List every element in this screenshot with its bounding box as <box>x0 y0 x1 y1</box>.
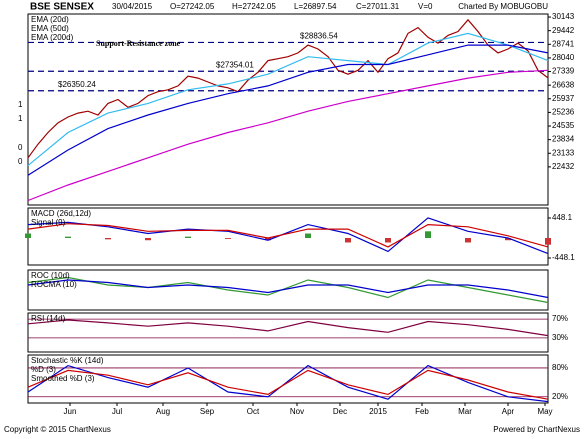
x-tick-label: May <box>537 407 552 416</box>
y-tick-label: 22432 <box>552 162 575 171</box>
panel-frame <box>27 269 549 311</box>
histogram-bar <box>25 233 31 238</box>
header-item: C=27011.31 <box>356 2 400 11</box>
panel-frame <box>27 13 549 206</box>
legend-entry: EMA (50d) <box>31 24 69 33</box>
y-tick-label: 23834 <box>552 135 575 144</box>
legend-entry: ROC (10d) <box>31 271 70 280</box>
series-line <box>27 18 549 159</box>
x-tick-label: Aug <box>156 407 170 416</box>
series-line <box>27 32 549 167</box>
chart-title: BSE SENSEX <box>30 2 94 13</box>
header-item: V=0 <box>418 2 433 11</box>
histogram-bar <box>105 237 111 240</box>
histogram-bar <box>305 233 311 238</box>
y-tick-label: 70% <box>552 314 568 323</box>
y-tick-label: 25236 <box>552 108 575 117</box>
y-tick-label: 26638 <box>552 80 575 89</box>
header-item: 30/04/2015 <box>112 2 153 11</box>
series-line <box>27 69 549 202</box>
level-label: $27354.01 <box>216 60 254 69</box>
left-label: 0 <box>18 157 23 166</box>
powered-by: Powered by ChartNexus <box>493 425 580 434</box>
y-tick-label: 24535 <box>552 121 575 130</box>
histogram-bar <box>65 236 71 238</box>
histogram-bar <box>545 237 551 245</box>
level-label: $26350.24 <box>58 80 96 89</box>
x-tick-label: Jul <box>112 407 122 416</box>
legend-entry: MACD (26d,12d) <box>31 209 91 218</box>
histogram-bar <box>425 231 431 238</box>
x-tick-label: Mar <box>458 407 472 416</box>
x-tick-label: 2015 <box>369 407 387 416</box>
y-tick-label: 448.1 <box>552 213 573 222</box>
histogram-bar <box>385 237 391 243</box>
x-tick-label: Apr <box>502 407 515 416</box>
series-line <box>27 44 549 176</box>
histogram-bar <box>225 237 231 239</box>
y-tick-label: 30143 <box>552 12 575 21</box>
x-tick-label: Feb <box>415 407 429 416</box>
histogram-bar <box>465 237 471 243</box>
legend-title: Stochastic %K (14d) <box>31 356 104 365</box>
x-tick-label: Sep <box>200 407 215 416</box>
legend-entry: Smoothed %D (3) <box>31 374 95 383</box>
histogram-bar <box>345 237 351 243</box>
y-tick-label: 80% <box>552 363 568 372</box>
y-tick-label: 29442 <box>552 26 575 35</box>
series-line <box>27 276 549 304</box>
copyright: Copyright © 2015 ChartNexus <box>4 425 111 434</box>
y-tick-label: -448.1 <box>552 253 575 262</box>
legend-entry: ROCMA (10) <box>31 280 77 289</box>
panel-frame <box>27 354 549 404</box>
series-line <box>27 369 549 400</box>
level-label: $28836.54 <box>300 32 338 41</box>
legend-entry: %D (3) <box>31 365 56 374</box>
series-line <box>27 279 549 299</box>
y-tick-label: 28741 <box>552 39 575 48</box>
header-item: O=27242.05 <box>170 2 215 11</box>
y-tick-label: 23133 <box>552 148 575 157</box>
legend-entry: Signal (9) <box>31 218 66 227</box>
y-tick-label: 30% <box>552 333 568 342</box>
left-label: 1 <box>18 114 23 123</box>
x-tick-label: Oct <box>247 407 260 416</box>
histogram-bar <box>145 237 151 241</box>
y-tick-label: 27339 <box>552 67 575 76</box>
x-tick-label: Nov <box>290 407 304 416</box>
legend-entry: RSI (14d) <box>31 314 66 323</box>
legend-entry: EMA (200d) <box>31 33 74 42</box>
y-tick-label: 20% <box>552 392 568 401</box>
credit: Charted By MOBUGOBU <box>458 2 548 11</box>
series-line <box>27 364 549 403</box>
histogram-bar <box>265 237 271 241</box>
left-label: 1 <box>18 100 23 109</box>
x-tick-label: Jun <box>64 407 77 416</box>
series-line <box>27 319 549 337</box>
series-line <box>27 223 549 248</box>
y-tick-label: 25937 <box>552 94 575 103</box>
panel-frame <box>27 207 549 266</box>
left-label: 0 <box>18 143 23 152</box>
header-item: L=26897.54 <box>294 2 337 11</box>
histogram-bar <box>185 236 191 238</box>
x-tick-label: Dec <box>333 407 347 416</box>
header-item: H=27242.05 <box>232 2 276 11</box>
annotation: Support-Resistance zone <box>96 39 181 48</box>
y-tick-label: 28040 <box>552 53 575 62</box>
histogram-bar <box>505 237 511 241</box>
legend-entry: EMA (20d) <box>31 15 69 24</box>
series-line <box>27 217 549 255</box>
